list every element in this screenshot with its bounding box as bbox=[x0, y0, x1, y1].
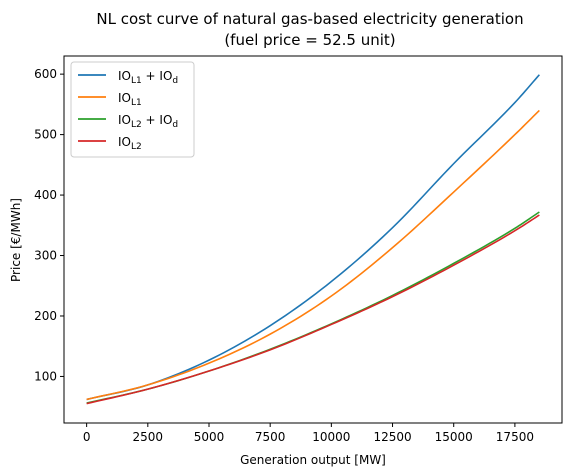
series-line-2 bbox=[86, 109, 540, 401]
y-tick-label: 500 bbox=[34, 128, 57, 142]
x-tick-label: 5000 bbox=[194, 430, 225, 444]
x-tick-label: 15000 bbox=[435, 430, 473, 444]
x-tick-label: 2500 bbox=[133, 430, 164, 444]
y-tick-label: 400 bbox=[34, 188, 57, 202]
x-tick-label: 17500 bbox=[496, 430, 534, 444]
legend-label: IOL1 bbox=[118, 91, 142, 108]
x-tick-label: 10000 bbox=[312, 430, 350, 444]
axis-ticks: 0 2500 5000 7500 10000 12500 15000 17500 100 200 3… bbox=[34, 67, 534, 444]
x-axis-label: Generation output [MW] bbox=[240, 453, 386, 467]
chart-title: NL cost curve of natural gas-based elect… bbox=[96, 10, 523, 28]
plot-area-frame bbox=[63, 55, 563, 424]
legend-label: IOL2 bbox=[118, 135, 142, 152]
series-line-4 bbox=[86, 214, 540, 405]
y-tick-label: 200 bbox=[34, 309, 57, 323]
x-tick-label: 7500 bbox=[255, 430, 286, 444]
legend: IOL1 + IOd IOL1 IOL2 + IOd IOL2 bbox=[70, 61, 195, 158]
x-tick-label: 0 bbox=[83, 430, 91, 444]
chart-subtitle: (fuel price = 52.5 unit) bbox=[224, 31, 395, 49]
series-lines bbox=[86, 74, 540, 405]
x-tick-label: 12500 bbox=[373, 430, 411, 444]
y-tick-label: 100 bbox=[34, 369, 57, 383]
y-tick-label: 300 bbox=[34, 249, 57, 263]
y-tick-label: 600 bbox=[34, 67, 57, 81]
legend-label: IOL2 + IOd bbox=[118, 113, 178, 130]
legend-box bbox=[70, 61, 195, 158]
series-line-3 bbox=[86, 211, 540, 404]
y-axis-label: Price [€/MWh] bbox=[9, 198, 23, 282]
legend-label: IOL1 + IOd bbox=[118, 69, 178, 86]
